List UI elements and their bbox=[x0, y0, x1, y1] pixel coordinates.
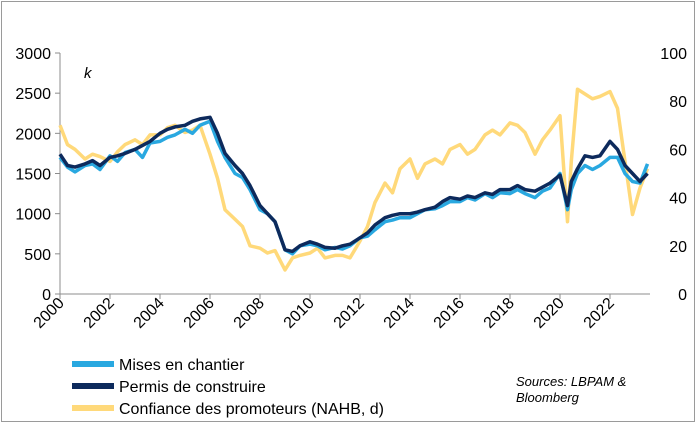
unit-label: k bbox=[84, 65, 93, 82]
x-tick-label: 2002 bbox=[81, 295, 118, 332]
x-tick-label: 2020 bbox=[531, 295, 568, 332]
x-tick-label: 2018 bbox=[481, 295, 518, 332]
y-left-tick-label: 1000 bbox=[15, 207, 51, 224]
x-tick-label: 2014 bbox=[381, 295, 418, 332]
legend: Mises en chantier Permis de construire C… bbox=[72, 357, 384, 418]
x-tick-label: 2016 bbox=[431, 295, 468, 332]
y-left-tick-label: 2000 bbox=[15, 126, 51, 143]
y-left-tick-label: 0 bbox=[42, 287, 51, 304]
source-note-line2: Bloomberg bbox=[516, 390, 580, 405]
series-line-permis-de-construire bbox=[58, 115, 649, 254]
x-tick-label: 2004 bbox=[131, 295, 168, 332]
x-tick-label: 2008 bbox=[231, 295, 268, 332]
y-left-tick-label: 1500 bbox=[15, 167, 51, 184]
legend-label-mises: Mises en chantier bbox=[119, 357, 245, 374]
y-right-tick-label: 40 bbox=[669, 191, 687, 208]
x-tick-label: 2006 bbox=[181, 295, 218, 332]
y-right-tick-label: 60 bbox=[669, 142, 687, 159]
y-left-tick-label: 3000 bbox=[15, 46, 51, 63]
y-left-tick-label: 2500 bbox=[15, 86, 51, 103]
source-note-line1: Sources: LBPAM & bbox=[516, 374, 626, 389]
y-right-tick-label: 20 bbox=[669, 239, 687, 256]
y-right-tick-label: 80 bbox=[669, 94, 687, 111]
legend-label-nahb: Confiance des promoteurs (NAHB, d) bbox=[119, 401, 384, 418]
legend-label-permis: Permis de construire bbox=[119, 379, 266, 396]
y-right-tick-label: 0 bbox=[678, 287, 687, 304]
y-right-tick-label: 100 bbox=[660, 46, 687, 63]
x-tick-label: 2012 bbox=[331, 295, 368, 332]
x-tick-label: 2022 bbox=[581, 295, 618, 332]
x-tick-label: 2010 bbox=[281, 295, 318, 332]
y-left-tick-label: 500 bbox=[24, 247, 51, 264]
x-tick-label: 2000 bbox=[31, 295, 68, 332]
